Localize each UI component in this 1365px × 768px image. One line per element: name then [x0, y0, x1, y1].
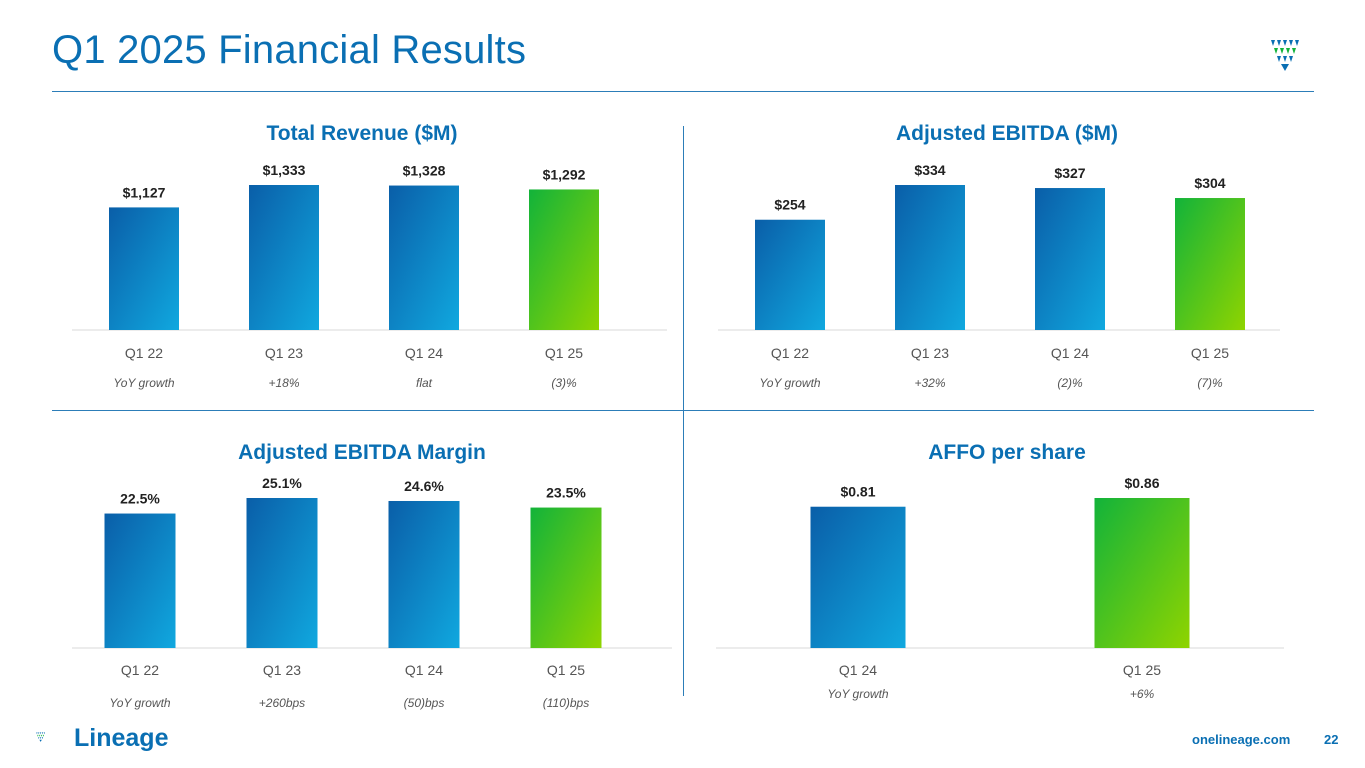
lineage-logo-icon	[36, 732, 45, 742]
x-tick-label: Q1 25	[545, 345, 583, 361]
chart-svg: 22.5% Q1 22 YoY growth 25.1% Q1 23 +260bps 24.…	[72, 475, 672, 710]
growth-label: (50)bps	[404, 696, 445, 710]
growth-label: YoY growth	[109, 696, 170, 710]
title-rule	[52, 91, 1314, 92]
x-tick-label: Q1 24	[405, 662, 443, 678]
x-tick-label: Q1 22	[121, 662, 159, 678]
growth-label: YoY growth	[759, 376, 820, 390]
growth-label: +32%	[914, 376, 945, 390]
page-title: Q1 2025 Financial Results	[52, 28, 527, 72]
data-label: $1,292	[543, 166, 586, 182]
chart-adjusted-ebitda-margin: Adjusted EBITDA Margin 22.5% Q1 22 YoY gro…	[52, 436, 672, 726]
data-label: $304	[1194, 175, 1225, 191]
growth-label: YoY growth	[827, 687, 888, 701]
growth-label: (3)%	[551, 376, 577, 390]
bar-q1-24	[810, 506, 906, 648]
bar-q1-25	[529, 189, 599, 330]
bar-q1-24	[1035, 188, 1105, 330]
x-tick-label: Q1 24	[839, 662, 877, 678]
data-label: $334	[914, 162, 945, 178]
bar-q1-22	[755, 219, 825, 330]
bar-q1-23	[895, 185, 965, 330]
data-label: $1,127	[123, 184, 166, 200]
chart-title: AFFO per share	[928, 441, 1086, 464]
chart-adjusted-ebitda: Adjusted EBITDA ($M) $254 Q1 22 YoY growth…	[700, 118, 1314, 408]
horizontal-divider	[52, 410, 1314, 411]
x-tick-label: Q1 23	[265, 345, 303, 361]
bar-q1-22	[109, 207, 179, 330]
x-tick-label: Q1 24	[1051, 345, 1089, 361]
x-tick-label: Q1 22	[125, 345, 163, 361]
bar-q1-24	[389, 185, 459, 330]
chart-title: Adjusted EBITDA Margin	[238, 441, 486, 464]
data-label: $1,333	[263, 162, 306, 178]
x-tick-label: Q1 25	[547, 662, 585, 678]
data-label: 23.5%	[546, 485, 586, 501]
chart-svg: $254 Q1 22 YoY growth $334 Q1 23 +32% $327 Q1 2…	[718, 162, 1280, 390]
bar-q1-23	[249, 185, 319, 330]
growth-label: +18%	[268, 376, 299, 390]
x-tick-label: Q1 24	[405, 345, 443, 361]
x-tick-label: Q1 23	[911, 345, 949, 361]
data-label: $327	[1054, 165, 1085, 181]
chart-total-revenue: Total Revenue ($M) $1,127 Q1 22 YoY growth…	[52, 118, 672, 408]
x-tick-label: Q1 25	[1123, 662, 1161, 678]
data-label: 22.5%	[120, 491, 160, 507]
x-tick-label: Q1 25	[1191, 345, 1229, 361]
growth-label: (2)%	[1057, 376, 1083, 390]
chart-svg: $1,127 Q1 22 YoY growth $1,333 Q1 23 +18% $1,3…	[72, 162, 667, 390]
bar-q1-25	[1094, 498, 1190, 648]
chart-affo-per-share: AFFO per share $0.81 Q1 24 YoY growth $0.86…	[700, 436, 1314, 726]
chart-svg: $0.81 Q1 24 YoY growth $0.86 Q1 25 +6%	[716, 475, 1284, 701]
bar-q1-25	[530, 507, 602, 648]
growth-label: flat	[416, 376, 433, 390]
bar-q1-24	[388, 500, 460, 648]
chart-title: Adjusted EBITDA ($M)	[895, 122, 1119, 145]
bar-q1-25	[1175, 198, 1245, 330]
page-number: 22	[1324, 732, 1339, 747]
growth-label: YoY growth	[113, 376, 174, 390]
data-label: $254	[774, 197, 805, 213]
vertical-divider	[683, 126, 684, 696]
data-label: $1,328	[403, 163, 446, 179]
data-label: $0.81	[840, 484, 875, 500]
growth-label: (110)bps	[543, 696, 589, 710]
bar-q1-23	[246, 498, 318, 648]
data-label: 24.6%	[404, 478, 444, 494]
growth-label: +6%	[1130, 687, 1155, 701]
logo-wordmark: Lineage	[74, 724, 169, 752]
data-label: 25.1%	[262, 475, 302, 491]
x-tick-label: Q1 23	[263, 662, 301, 678]
bar-q1-22	[104, 513, 176, 648]
growth-label: (7)%	[1197, 376, 1223, 390]
chart-title: Total Revenue ($M)	[266, 122, 458, 145]
growth-label: +260bps	[259, 696, 305, 710]
lineage-mark-icon	[1271, 40, 1299, 71]
footer-url-link[interactable]: onelineage.com	[1192, 732, 1291, 747]
x-tick-label: Q1 22	[771, 345, 809, 361]
data-label: $0.86	[1124, 475, 1159, 491]
